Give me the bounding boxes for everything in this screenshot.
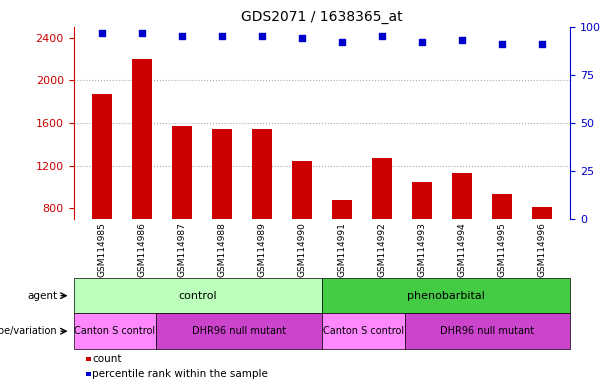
Text: GSM114986: GSM114986 <box>137 222 146 277</box>
Point <box>417 39 427 45</box>
Point <box>497 41 507 47</box>
Bar <box>405 313 570 349</box>
Text: genotype/variation: genotype/variation <box>0 326 57 336</box>
Text: Canton S control: Canton S control <box>322 326 404 336</box>
Text: GSM114988: GSM114988 <box>217 222 226 277</box>
Bar <box>132 59 151 219</box>
Bar <box>91 94 112 219</box>
Text: Canton S control: Canton S control <box>74 326 156 336</box>
Point <box>217 33 227 40</box>
Text: GSM114985: GSM114985 <box>97 222 106 277</box>
Bar <box>532 207 552 219</box>
Bar <box>252 129 272 219</box>
Point <box>97 30 107 36</box>
Bar <box>292 161 312 219</box>
Text: GSM114989: GSM114989 <box>257 222 266 277</box>
Bar <box>332 200 352 219</box>
Bar <box>74 313 156 349</box>
Bar <box>86 357 91 361</box>
Text: GSM114994: GSM114994 <box>457 222 466 276</box>
Bar <box>86 372 91 376</box>
Text: DHR96 null mutant: DHR96 null mutant <box>440 326 535 336</box>
Point <box>257 33 267 40</box>
Point <box>457 37 467 43</box>
Point <box>137 30 147 36</box>
Text: GSM114996: GSM114996 <box>538 222 547 277</box>
Bar <box>211 129 232 219</box>
Bar <box>322 278 570 313</box>
Bar <box>412 182 432 219</box>
Bar <box>492 194 512 219</box>
Point <box>337 39 347 45</box>
Point <box>177 33 186 40</box>
Text: DHR96 null mutant: DHR96 null mutant <box>192 326 286 336</box>
Text: count: count <box>92 354 121 364</box>
Bar <box>172 126 192 219</box>
Point <box>537 41 547 47</box>
Text: GSM114987: GSM114987 <box>177 222 186 277</box>
Bar <box>372 158 392 219</box>
Text: control: control <box>178 291 217 301</box>
Text: GSM114991: GSM114991 <box>337 222 346 277</box>
Text: phenobarbital: phenobarbital <box>407 291 485 301</box>
Bar <box>156 313 322 349</box>
Text: percentile rank within the sample: percentile rank within the sample <box>92 369 268 379</box>
Bar <box>74 278 322 313</box>
Bar <box>322 313 405 349</box>
Text: agent: agent <box>27 291 57 301</box>
Title: GDS2071 / 1638365_at: GDS2071 / 1638365_at <box>241 10 403 25</box>
Text: GSM114995: GSM114995 <box>498 222 506 277</box>
Bar <box>452 173 472 219</box>
Text: GSM114990: GSM114990 <box>297 222 306 277</box>
Point <box>377 33 387 40</box>
Point <box>297 35 306 41</box>
Text: GSM114993: GSM114993 <box>417 222 427 277</box>
Text: GSM114992: GSM114992 <box>378 222 386 276</box>
